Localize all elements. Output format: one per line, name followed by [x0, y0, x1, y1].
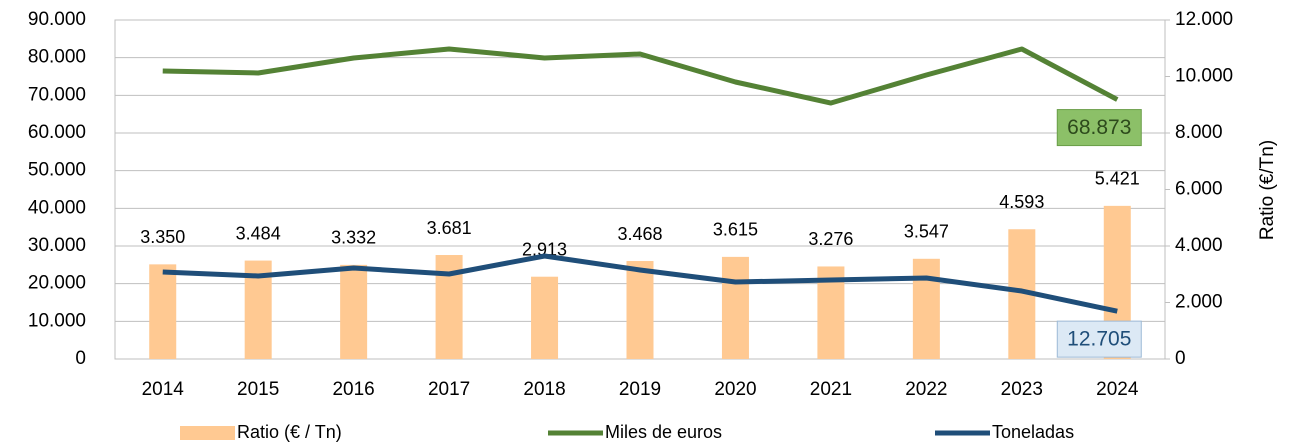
bar [149, 264, 177, 359]
y2-tick-label: 6.000 [1175, 179, 1223, 200]
legend-label: Ratio (€ / Tn) [237, 422, 342, 442]
x-tick-label: 2017 [428, 379, 470, 400]
data-label: 3.276 [808, 229, 853, 249]
y-tick-label: 80.000 [28, 47, 86, 68]
y2-tick-label: 12.000 [1175, 9, 1233, 30]
bar [531, 276, 559, 359]
line-series [162, 46, 1119, 106]
x-tick-label: 2016 [332, 379, 374, 400]
y-tick-label: 50.000 [28, 160, 86, 181]
data-label: 3.615 [713, 220, 758, 240]
y-tick-label: 10.000 [28, 310, 86, 331]
data-label: 3.681 [427, 218, 472, 238]
line-series [162, 253, 1118, 314]
x-tick-label: 2020 [714, 379, 756, 400]
data-label-box [1056, 320, 1142, 358]
x-tick-label: 2018 [523, 379, 565, 400]
y2-tick-label: 8.000 [1175, 122, 1223, 143]
y-tick-label: 30.000 [28, 235, 86, 256]
data-label: 3.332 [331, 228, 376, 248]
bar [721, 256, 749, 359]
x-tick-label: 2019 [619, 379, 661, 400]
legend-label: Miles de euros [605, 422, 722, 442]
y-tick-label: 20.000 [28, 273, 86, 294]
data-label: 3.468 [617, 224, 662, 244]
y2-axis-label: Ratio (€/Tn) [1257, 140, 1278, 240]
legend-swatch [180, 426, 235, 440]
data-label: 2.913 [522, 239, 567, 259]
data-label-box [1056, 109, 1142, 147]
data-label: 3.350 [140, 227, 185, 247]
data-label: 68.873 [1067, 116, 1131, 139]
y2-tick-label: 4.000 [1175, 235, 1223, 256]
x-tick-label: 2022 [905, 379, 947, 400]
x-tick-label: 2023 [1001, 379, 1043, 400]
y2-tick-label: 2.000 [1175, 292, 1223, 313]
data-label: 5.421 [1095, 169, 1140, 189]
data-label: 12.705 [1067, 328, 1131, 351]
x-tick-label: 2014 [142, 379, 185, 400]
x-tick-label: 2015 [237, 379, 279, 400]
y-tick-label: 90.000 [28, 9, 86, 30]
bar [340, 264, 368, 359]
bar [626, 261, 654, 359]
data-label: 4.593 [999, 192, 1044, 212]
y-tick-label: 0 [75, 348, 86, 369]
y2-tick-label: 0 [1175, 348, 1186, 369]
y-tick-label: 40.000 [28, 197, 86, 218]
y-tick-label: 60.000 [28, 122, 86, 143]
y-tick-label: 70.000 [28, 84, 86, 105]
data-label: 3.547 [904, 222, 949, 242]
bar [912, 258, 940, 359]
y2-tick-label: 10.000 [1175, 66, 1233, 87]
data-label: 3.484 [236, 223, 281, 243]
x-tick-label: 2021 [810, 379, 852, 400]
x-tick-label: 2024 [1096, 379, 1139, 400]
legend-label: Toneladas [992, 422, 1074, 442]
